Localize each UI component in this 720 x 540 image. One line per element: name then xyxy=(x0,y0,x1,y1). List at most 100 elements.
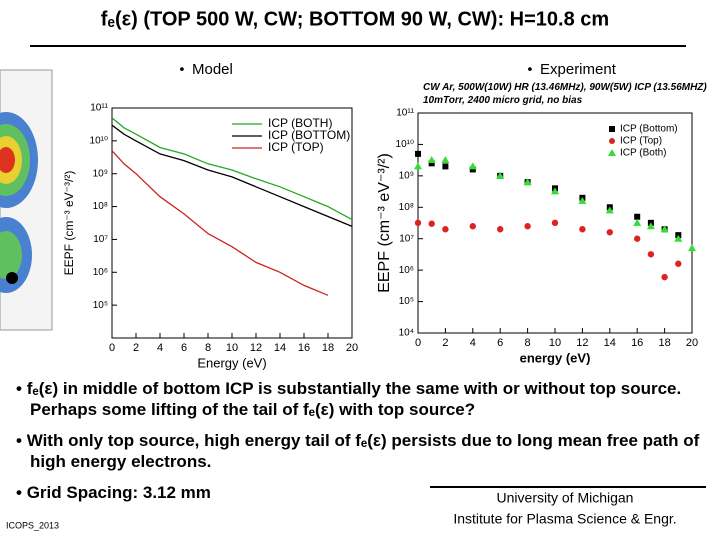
chart-subtitle: CW Ar, 500W(10W) HR (13.46MHz), 90W(5W) … xyxy=(423,82,707,106)
x-tick-label: 16 xyxy=(631,337,643,349)
bullet: • With only top source, high energy tail… xyxy=(16,430,710,472)
x-tick-label: 10 xyxy=(549,337,561,349)
point xyxy=(551,187,559,195)
series-line xyxy=(111,117,353,221)
bullet-dot: • xyxy=(16,379,27,398)
chart-heading: Experiment xyxy=(540,61,617,78)
legend-label: ICP (BOTTOM) xyxy=(268,128,350,142)
point xyxy=(414,162,422,170)
point xyxy=(442,163,449,170)
y-axis-label: EEPF (cm⁻³ eV⁻³/²) xyxy=(62,171,76,276)
point xyxy=(523,178,532,186)
x-tick-label: 16 xyxy=(298,342,310,354)
bullet: • Grid Spacing: 3.12 mm xyxy=(16,482,710,503)
legend-swatch xyxy=(609,138,615,144)
x-tick-label: 4 xyxy=(470,337,476,349)
bullet: • fₑ(ε) in middle of bottom ICP is subst… xyxy=(16,378,710,420)
point xyxy=(605,206,614,214)
y-tick-label: 10¹⁰ xyxy=(396,139,414,150)
affiliation: University of Michigan xyxy=(497,490,634,506)
bullet-text: Grid Spacing: 3.12 mm xyxy=(26,483,211,502)
x-tick-label: 4 xyxy=(157,342,163,354)
series-line xyxy=(111,124,353,228)
x-tick-label: 10 xyxy=(226,342,238,354)
y-tick-label: 10⁵ xyxy=(93,300,108,311)
chart: • Experiment CW Ar, 500W(10W) HR (13.46MHz… xyxy=(376,61,707,366)
x-tick-label: 8 xyxy=(205,342,211,354)
point xyxy=(633,218,642,226)
point xyxy=(428,220,435,227)
y-tick-label: 10⁷ xyxy=(399,233,414,244)
point xyxy=(660,225,669,233)
y-tick-label: 10⁷ xyxy=(93,234,108,245)
x-tick-label: 6 xyxy=(497,337,503,349)
legend-label: ICP (Both) xyxy=(620,148,667,159)
point xyxy=(427,155,436,163)
x-tick-label: 18 xyxy=(322,342,334,354)
y-tick-label: 10⁹ xyxy=(399,170,414,181)
slide-title: fₑ(ε) (TOP 500 W, CW; BOTTOM 90 W, CW): … xyxy=(101,8,609,30)
point xyxy=(428,160,435,167)
legend-label: ICP (Top) xyxy=(620,136,662,147)
bullet-text: fₑ(ε) in middle of bottom ICP is substan… xyxy=(26,379,682,419)
x-tick-label: 2 xyxy=(133,342,139,354)
chart-heading-dot: • xyxy=(180,61,185,77)
point xyxy=(661,273,668,281)
y-tick-label: 10⁶ xyxy=(93,267,108,278)
subtitle-line: 10mTorr, 2400 micro grid, no bias xyxy=(423,95,583,106)
point xyxy=(469,166,476,173)
y-tick-label: 10¹¹ xyxy=(90,103,108,114)
y-tick-label: 10⁸ xyxy=(399,202,414,213)
legend-label: ICP (Bottom) xyxy=(620,124,678,135)
legend-label: ICP (BOTH) xyxy=(268,116,332,130)
point xyxy=(578,196,587,204)
point xyxy=(442,226,449,233)
point xyxy=(551,219,559,227)
x-tick-label: 8 xyxy=(525,337,531,349)
point xyxy=(524,223,531,230)
x-tick-label: 0 xyxy=(415,337,421,349)
point xyxy=(579,226,586,233)
point xyxy=(634,235,641,242)
x-tick-label: 0 xyxy=(109,342,115,354)
x-tick-label: 6 xyxy=(181,342,187,354)
y-tick-label: 10⁵ xyxy=(399,296,414,307)
y-tick-label: 10¹¹ xyxy=(396,108,414,119)
y-tick-label: 10⁸ xyxy=(93,201,108,212)
x-tick-label: 14 xyxy=(274,342,286,354)
affiliation: Institute for Plasma Science & Engr. xyxy=(453,511,676,527)
y-axis-label: EEPF (cm⁻³ eV⁻³/²) xyxy=(376,153,393,293)
conference: ICOPS_2013 xyxy=(6,520,59,530)
legend-swatch xyxy=(609,126,615,132)
point xyxy=(675,260,682,267)
x-tick-label: 14 xyxy=(604,337,616,349)
legend-swatch xyxy=(608,149,616,156)
simulation-thumbnail xyxy=(0,69,53,331)
chart-heading: Model xyxy=(192,61,233,78)
bullet-text: With only top source, high energy tail o… xyxy=(26,431,700,471)
point xyxy=(646,222,655,230)
x-tick-label: 20 xyxy=(346,342,358,354)
point xyxy=(496,171,505,179)
x-tick-label: 2 xyxy=(442,337,448,349)
y-tick-label: 10¹⁰ xyxy=(90,135,108,146)
y-tick-label: 10⁴ xyxy=(399,328,414,339)
x-axis-label: energy (eV) xyxy=(520,350,591,365)
y-tick-label: 10⁹ xyxy=(93,168,108,179)
x-axis-label: Energy (eV) xyxy=(197,355,266,370)
point xyxy=(688,244,696,252)
subtitle-line: CW Ar, 500W(10W) HR (13.46MHz), 90W(5W) … xyxy=(423,82,707,93)
chart: • Model 10⁵ 10⁶ 10⁷ 10⁸ 10⁹ 10¹⁰ 10¹¹ 0 2 4 6 8 10 12 14… xyxy=(62,61,358,371)
point xyxy=(497,226,504,233)
point xyxy=(415,150,421,157)
bullet-dot: • xyxy=(16,431,27,450)
x-tick-label: 20 xyxy=(686,337,698,349)
bullet-dot: • xyxy=(16,483,27,502)
point xyxy=(414,219,422,227)
x-tick-label: 18 xyxy=(658,337,670,349)
point xyxy=(634,213,641,220)
y-tick-label: 10⁶ xyxy=(399,265,414,276)
chart-heading-dot: • xyxy=(528,61,533,77)
